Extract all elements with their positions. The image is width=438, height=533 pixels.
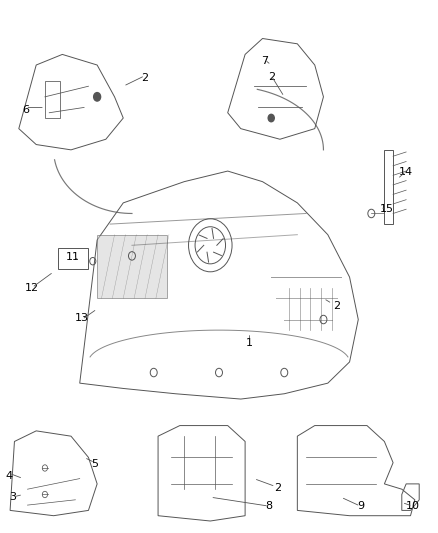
Text: 13: 13 bbox=[75, 313, 89, 323]
Text: 9: 9 bbox=[357, 501, 364, 511]
Polygon shape bbox=[97, 235, 167, 298]
Text: 2: 2 bbox=[333, 301, 340, 311]
Text: 1: 1 bbox=[246, 338, 253, 349]
Text: 2: 2 bbox=[141, 73, 148, 83]
Circle shape bbox=[94, 93, 101, 101]
Text: 14: 14 bbox=[399, 167, 413, 177]
Text: 7: 7 bbox=[261, 56, 268, 66]
Text: 2: 2 bbox=[274, 482, 281, 492]
Text: 11: 11 bbox=[66, 252, 80, 262]
Text: 10: 10 bbox=[406, 501, 420, 511]
Text: 8: 8 bbox=[265, 501, 272, 511]
Text: 6: 6 bbox=[22, 105, 29, 115]
Circle shape bbox=[268, 114, 274, 122]
Text: 15: 15 bbox=[380, 204, 394, 214]
Text: 3: 3 bbox=[9, 492, 16, 502]
Text: 5: 5 bbox=[92, 459, 99, 469]
Text: 4: 4 bbox=[6, 471, 13, 481]
Text: 2: 2 bbox=[268, 71, 275, 82]
Text: 12: 12 bbox=[25, 282, 39, 293]
